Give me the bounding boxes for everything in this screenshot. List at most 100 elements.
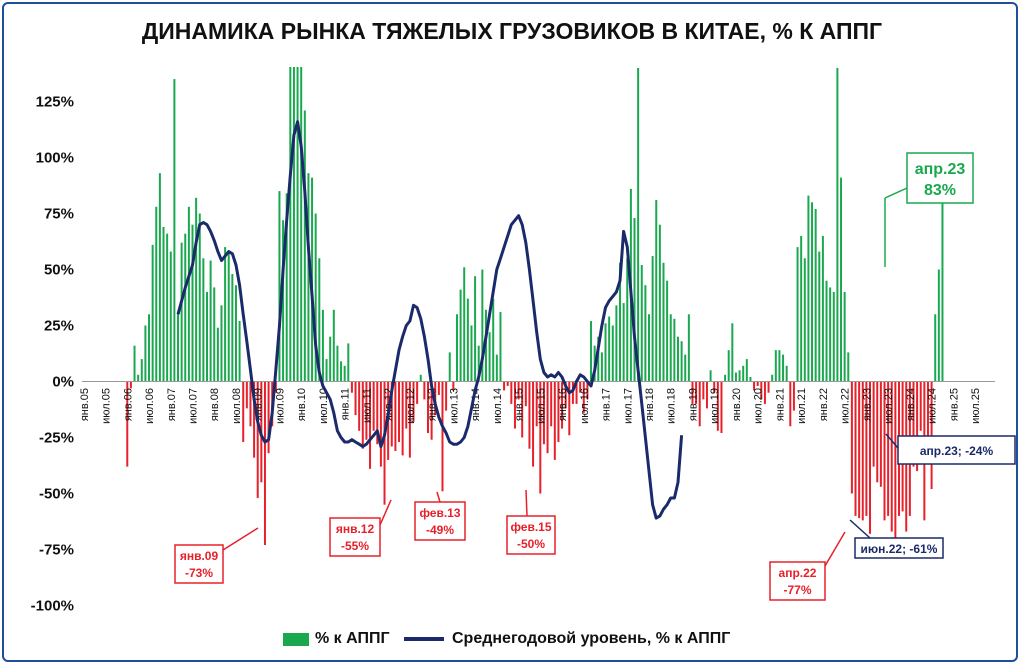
x-tick-label: янв.24	[905, 388, 917, 421]
x-tick-label: янв.16	[557, 388, 569, 421]
x-tick-label: июл.10	[318, 388, 330, 424]
bar	[709, 370, 712, 382]
bar	[521, 381, 524, 438]
y-tick-label: 100%	[36, 150, 74, 167]
bar	[455, 314, 458, 382]
bar	[347, 343, 350, 382]
callout-line1-feb15: фев.15	[510, 520, 551, 534]
bar	[640, 265, 643, 382]
callout-box-jun22	[854, 537, 944, 559]
x-tick-label: июл.22	[840, 388, 852, 424]
x-tick-label: июл.06	[144, 388, 156, 424]
bar	[129, 381, 132, 389]
bar	[869, 381, 872, 534]
bar	[267, 381, 270, 454]
bar	[499, 312, 502, 382]
bar	[158, 173, 161, 382]
x-tick-label: июл.18	[666, 388, 678, 424]
bar	[184, 233, 187, 382]
bar	[303, 110, 306, 382]
callout-line2-apr23_bar: 83%	[924, 182, 956, 199]
bar	[354, 381, 357, 416]
bar	[564, 381, 567, 409]
bar	[655, 200, 658, 382]
bar	[916, 381, 919, 472]
bar	[843, 291, 846, 382]
bar	[611, 325, 614, 382]
x-tick-label: июл.24	[927, 388, 939, 424]
bar	[648, 314, 650, 382]
bar	[318, 258, 321, 382]
bar	[191, 224, 194, 382]
callout-leader-jan12	[379, 499, 392, 526]
bar	[481, 269, 484, 382]
bar	[372, 381, 375, 431]
callout-box-apr23_line	[897, 435, 1016, 465]
bar	[300, 67, 303, 382]
legend-bars-label: % к АППГ	[315, 630, 390, 647]
bar	[314, 213, 317, 382]
bar	[919, 381, 922, 431]
bar	[427, 381, 429, 434]
bar	[405, 381, 408, 429]
bar	[162, 226, 165, 382]
bar	[800, 235, 803, 382]
bar	[742, 365, 745, 382]
bar	[336, 345, 339, 382]
callout-leader-jun22	[849, 519, 871, 539]
bar	[477, 345, 480, 382]
bar	[343, 365, 346, 382]
bar	[535, 381, 538, 427]
bar	[231, 273, 234, 382]
bar	[144, 325, 147, 382]
x-tick-label: июл.20	[753, 388, 765, 424]
bar	[926, 381, 929, 449]
callout-leader-feb13	[436, 491, 441, 503]
bar	[778, 350, 781, 382]
y-tick-label: -100%	[31, 598, 74, 615]
bar	[213, 287, 216, 382]
bar	[568, 381, 571, 436]
bar	[292, 67, 295, 382]
legend-line-label: Среднегодовой уровень, % к АППГ	[452, 630, 731, 647]
bar	[858, 381, 861, 519]
bar	[854, 381, 857, 516]
bar	[832, 291, 835, 382]
x-tick-label: июл.12	[405, 388, 417, 424]
callout-line2-jan09: -73%	[185, 566, 213, 580]
callout-text-jun22: июн.22; -61%	[861, 542, 938, 556]
bar	[506, 381, 509, 386]
bar	[524, 381, 527, 407]
bar	[796, 247, 799, 382]
bar	[836, 67, 839, 382]
bar	[622, 303, 625, 382]
bar	[821, 235, 824, 382]
bar	[307, 173, 310, 382]
bar	[466, 298, 469, 382]
bar	[340, 361, 343, 382]
callout-line2-jan12: -55%	[341, 539, 369, 553]
bar	[289, 67, 292, 382]
bar	[749, 377, 752, 382]
bar	[390, 381, 393, 447]
bar	[673, 318, 676, 382]
bar	[586, 381, 589, 400]
callout-box-jan12	[329, 517, 381, 557]
bar	[600, 352, 603, 382]
bar	[571, 381, 574, 404]
bar	[727, 350, 730, 382]
bar	[198, 213, 201, 382]
x-tick-label: янв.05	[79, 388, 91, 421]
bar	[383, 381, 386, 505]
bar	[285, 193, 288, 382]
bar	[785, 365, 788, 382]
x-tick-label: янв.15	[514, 388, 526, 421]
bar	[553, 381, 556, 460]
x-tick-label: янв.13	[427, 388, 439, 421]
bar	[202, 258, 205, 382]
bar	[669, 314, 672, 382]
bar	[662, 262, 665, 382]
bar	[332, 309, 335, 382]
bar	[760, 381, 763, 400]
bar	[173, 79, 176, 382]
